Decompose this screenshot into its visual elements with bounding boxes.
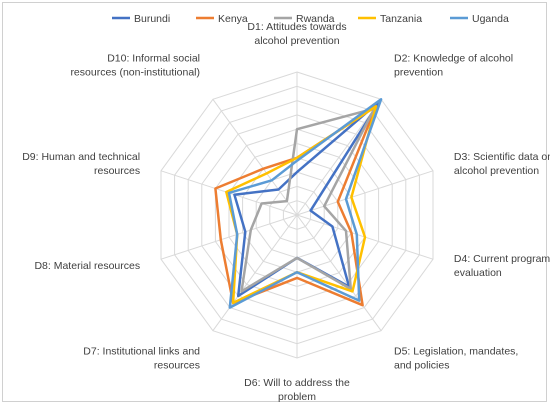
- legend-label: Burundi: [134, 13, 170, 25]
- axis-label: D5: Legislation, mandates,: [394, 346, 518, 358]
- axis-label: D8: Material resources: [34, 260, 140, 272]
- series-line-rwanda: [240, 107, 376, 293]
- axis-label: prevention: [394, 67, 443, 79]
- axis-label: alcohol prevention: [454, 165, 539, 177]
- axis-label: resources: [154, 360, 200, 372]
- axis-label: D6: Will to address the: [244, 377, 350, 389]
- axis-label: D3: Scientific data on: [454, 151, 550, 163]
- legend-label: Tanzania: [380, 13, 422, 25]
- axis-label: alcohol prevention: [254, 35, 339, 47]
- axis-spoke: [296, 99, 382, 216]
- series-line-uganda: [227, 98, 383, 309]
- series-line-kenya: [214, 105, 378, 307]
- axis-label: resources (non-institutional): [70, 67, 200, 79]
- axis-label: D2: Knowledge of alcohol: [394, 53, 513, 65]
- axis-spoke: [296, 170, 434, 216]
- axis-label: D1: Attitudes towards: [247, 21, 346, 33]
- axis-spoke: [212, 214, 298, 331]
- axis-label: resources: [94, 165, 140, 177]
- legend-label: Kenya: [218, 13, 248, 25]
- axis-spoke: [160, 214, 298, 260]
- axis-spoke: [212, 99, 298, 216]
- axis-label: D4: Current programs and: [454, 253, 550, 265]
- axis-label: D10: Informal social: [107, 53, 200, 65]
- axis-label: problem: [278, 391, 316, 403]
- axis-label: D7: Institutional links and: [83, 346, 200, 358]
- legend-label: Uganda: [472, 13, 509, 25]
- legend-label: Rwanda: [296, 13, 335, 25]
- axis-label: and policies: [394, 360, 449, 372]
- axis-label: evaluation: [454, 267, 502, 279]
- axis-spoke: [296, 214, 382, 331]
- axis-label: D9: Human and technical: [22, 151, 140, 163]
